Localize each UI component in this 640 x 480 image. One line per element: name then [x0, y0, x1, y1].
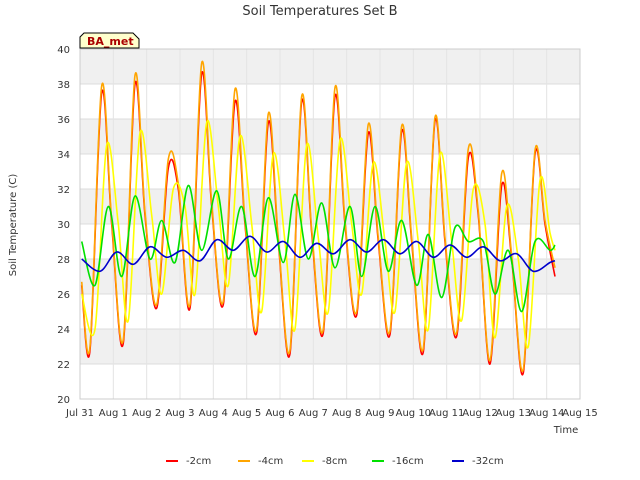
x-tick-label: Aug 1 [99, 408, 128, 419]
y-tick-label: 24 [57, 325, 70, 336]
legend-item: -32cm [452, 456, 504, 467]
x-tick-label: Aug 9 [365, 408, 394, 419]
series-group [80, 60, 556, 376]
site-badge-label: BA_met [87, 35, 134, 48]
x-tick-label: Aug 11 [429, 408, 464, 419]
x-tick-label: Aug 8 [332, 408, 361, 419]
legend-item: -4cm [238, 456, 283, 467]
y-tick-label: 30 [57, 220, 70, 231]
series-line-minus-32cm [81, 235, 556, 273]
y-tick-label: 28 [57, 255, 70, 266]
legend-item: -16cm [372, 456, 424, 467]
legend-label: -16cm [392, 456, 424, 467]
y-tick-label: 36 [57, 115, 70, 126]
legend-label: -2cm [186, 456, 211, 467]
x-tick-label: Aug 6 [265, 408, 294, 419]
x-tick-label: Aug 3 [165, 408, 194, 419]
x-tick-label: Jul 31 [65, 408, 94, 419]
x-tick-label: Aug 10 [396, 408, 431, 419]
x-tick-label: Aug 7 [299, 408, 328, 419]
grid-band [80, 119, 580, 154]
axes [79, 48, 581, 400]
chart-title: Soil Temperatures Set B [242, 4, 397, 19]
x-axis-label: Time [553, 425, 578, 436]
grid-band [80, 49, 580, 84]
series-line-minus-4cm [80, 60, 556, 373]
legend: -2cm -4cm -8cm -16cm -32cm [166, 456, 504, 467]
y-tick-label: 40 [57, 45, 70, 56]
x-tick-labels: Jul 31 Aug 1 Aug 2 Aug 3 Aug 4 Aug 5 Aug 6 Aug … [65, 408, 598, 419]
legend-item: -8cm [302, 456, 347, 467]
y-tick-labels: 20 22 24 26 28 30 32 34 36 38 40 [57, 45, 70, 406]
x-tick-label: Aug 13 [496, 408, 531, 419]
legend-label: -4cm [258, 456, 283, 467]
x-tick-label: Aug 4 [199, 408, 228, 419]
y-tick-label: 20 [57, 395, 70, 406]
x-tick-label: Aug 2 [132, 408, 161, 419]
legend-label: -8cm [322, 456, 347, 467]
y-tick-label: 22 [57, 360, 70, 371]
site-badge: BA_met [79, 32, 140, 49]
series-line-minus-16cm [80, 184, 556, 313]
y-tick-label: 32 [57, 185, 70, 196]
y-axis-label: Soil Temperature (C) [8, 174, 19, 277]
y-tick-label: 26 [57, 290, 70, 301]
y-tick-label: 34 [57, 150, 70, 161]
x-tick-label: Aug 12 [462, 408, 497, 419]
x-tick-label: Aug 14 [529, 408, 564, 419]
legend-item: -2cm [166, 456, 211, 467]
series-line-minus-8cm [80, 119, 556, 349]
legend-label: -32cm [472, 456, 504, 467]
plot-border [79, 48, 581, 400]
grid-band [80, 329, 580, 364]
x-tick-label: Aug 5 [232, 408, 261, 419]
y-tick-label: 38 [57, 80, 70, 91]
x-tick-label: Aug 15 [562, 408, 597, 419]
